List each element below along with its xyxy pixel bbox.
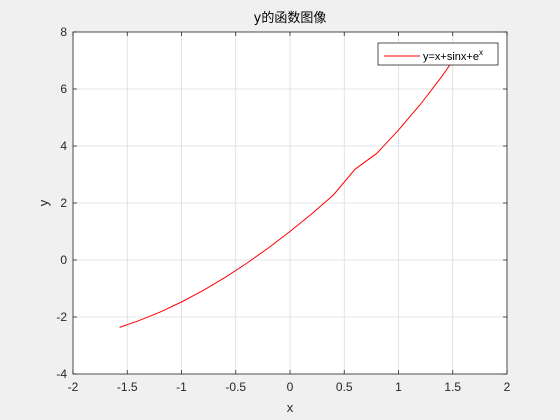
y-tick-label: -2 — [56, 310, 67, 324]
legend: y=x+sinx+ex — [378, 43, 498, 65]
x-tick-label: 0 — [287, 380, 294, 394]
x-tick-label: -1.5 — [117, 380, 138, 394]
y-axis-label: y — [36, 199, 51, 206]
x-axis-label: x — [287, 400, 294, 415]
y-tick-label: 8 — [60, 25, 67, 39]
x-tick-label: -1 — [176, 380, 187, 394]
y-tick-label: 0 — [60, 253, 67, 267]
x-tick-label: -2 — [68, 380, 79, 394]
y-tick-label: 6 — [60, 82, 67, 96]
y-tick-label: 2 — [60, 196, 67, 210]
x-tick-label: 1 — [395, 380, 402, 394]
legend-entry-base: y=x+sinx+e — [423, 51, 479, 63]
y-tick-label: 4 — [60, 139, 67, 153]
x-tick-label: -0.5 — [225, 380, 246, 394]
y-tick-label: -4 — [56, 367, 67, 381]
legend-entry: y=x+sinx+ex — [423, 48, 483, 63]
x-tick-label: 1.5 — [444, 380, 461, 394]
chart-title: y的函数图像 — [254, 10, 327, 26]
x-tick-label: 2 — [504, 380, 511, 394]
legend-entry-sup: x — [479, 48, 483, 57]
x-tick-label: 0.5 — [336, 380, 353, 394]
